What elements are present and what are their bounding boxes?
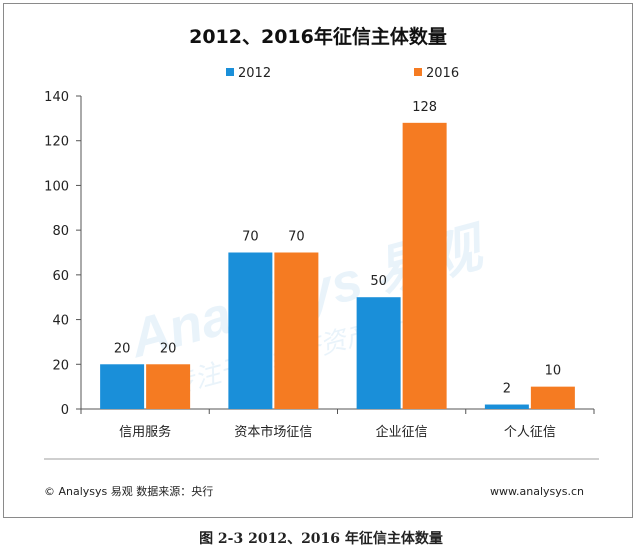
bar-2012-1 bbox=[228, 252, 273, 409]
legend-label-2016: 2016 bbox=[426, 66, 459, 81]
bar-2016-0 bbox=[146, 364, 191, 409]
data-label: 70 bbox=[288, 230, 305, 245]
y-tick-label: 120 bbox=[44, 135, 69, 150]
bar-2016-3 bbox=[530, 386, 575, 409]
bar-2012-3 bbox=[484, 404, 529, 409]
data-label: 2 bbox=[503, 382, 511, 397]
bar-2016-1 bbox=[274, 252, 319, 409]
x-tick-label: 资本市场征信 bbox=[234, 424, 312, 440]
axes: 0 20 40 60 80 100 120 140 信用服务 资本市场征信 企业征信 个人征信 bbox=[44, 90, 595, 440]
x-tick-label: 企业征信 bbox=[376, 424, 428, 440]
y-tick-label: 140 bbox=[44, 90, 69, 105]
bars: 20 20 70 70 50 128 2 10 bbox=[100, 100, 575, 409]
bar-2012-0 bbox=[100, 364, 145, 409]
data-label: 10 bbox=[545, 364, 562, 379]
footer-source: © Analysys 易观 数据来源：央行 bbox=[44, 484, 213, 498]
legend-label-2012: 2012 bbox=[238, 66, 271, 81]
y-tick-label: 100 bbox=[44, 179, 69, 194]
data-label: 128 bbox=[412, 100, 437, 115]
legend-swatch-2016 bbox=[414, 68, 422, 76]
y-tick-label: 60 bbox=[52, 269, 69, 284]
chart-frame: Analysys 易观 专注于新经济资产成长 2012、2016年征信主体数量 … bbox=[3, 3, 633, 518]
legend-swatch-2012 bbox=[226, 68, 234, 76]
bar-2012-2 bbox=[356, 297, 401, 409]
y-tick-label: 20 bbox=[52, 358, 69, 373]
legend: 2012 2016 bbox=[226, 66, 459, 81]
footer-website: www.analysys.cn bbox=[490, 485, 584, 498]
y-tick-label: 0 bbox=[61, 403, 69, 418]
data-label: 50 bbox=[370, 274, 387, 289]
bar-2016-2 bbox=[402, 122, 447, 409]
y-tick-label: 40 bbox=[52, 314, 69, 329]
figure-caption: 图 2-3 2012、2016 年征信主体数量 bbox=[199, 531, 443, 547]
data-label: 20 bbox=[160, 341, 177, 356]
data-label: 20 bbox=[114, 341, 131, 356]
chart-title: 2012、2016年征信主体数量 bbox=[189, 25, 447, 48]
x-tick-label: 信用服务 bbox=[119, 424, 171, 440]
x-tick-label: 个人征信 bbox=[504, 425, 556, 440]
bar-chart: Analysys 易观 专注于新经济资产成长 2012、2016年征信主体数量 … bbox=[44, 25, 599, 498]
y-tick-label: 80 bbox=[52, 224, 69, 239]
data-label: 70 bbox=[242, 230, 259, 245]
